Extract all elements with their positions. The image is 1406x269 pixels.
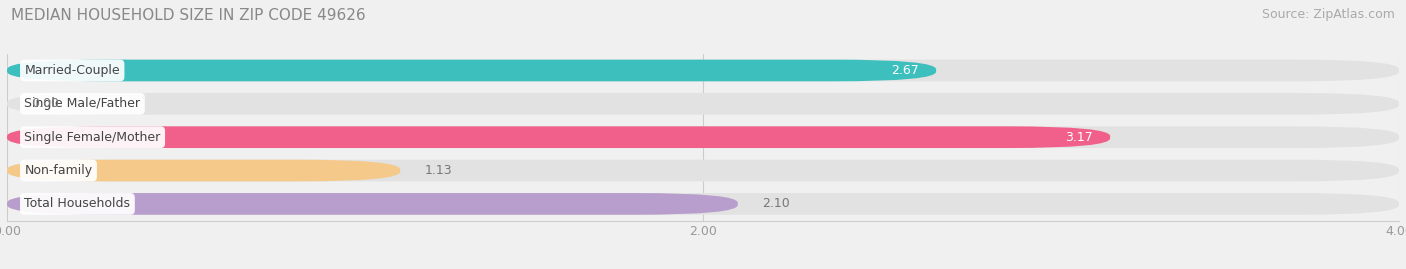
Text: Married-Couple: Married-Couple xyxy=(24,64,120,77)
Text: 0.00: 0.00 xyxy=(31,97,59,110)
Text: 2.67: 2.67 xyxy=(891,64,918,77)
Text: Single Male/Father: Single Male/Father xyxy=(24,97,141,110)
FancyBboxPatch shape xyxy=(7,60,1399,81)
FancyBboxPatch shape xyxy=(7,60,936,81)
Text: 1.13: 1.13 xyxy=(425,164,453,177)
Text: 3.17: 3.17 xyxy=(1064,131,1092,144)
FancyBboxPatch shape xyxy=(7,126,1399,148)
Text: MEDIAN HOUSEHOLD SIZE IN ZIP CODE 49626: MEDIAN HOUSEHOLD SIZE IN ZIP CODE 49626 xyxy=(11,8,366,23)
Text: Single Female/Mother: Single Female/Mother xyxy=(24,131,160,144)
FancyBboxPatch shape xyxy=(7,193,1399,215)
Text: Non-family: Non-family xyxy=(24,164,93,177)
FancyBboxPatch shape xyxy=(7,193,738,215)
FancyBboxPatch shape xyxy=(7,160,1399,181)
FancyBboxPatch shape xyxy=(7,93,1399,115)
Text: Source: ZipAtlas.com: Source: ZipAtlas.com xyxy=(1261,8,1395,21)
Text: Total Households: Total Households xyxy=(24,197,131,210)
Text: 2.10: 2.10 xyxy=(762,197,790,210)
FancyBboxPatch shape xyxy=(7,126,1111,148)
FancyBboxPatch shape xyxy=(7,160,401,181)
